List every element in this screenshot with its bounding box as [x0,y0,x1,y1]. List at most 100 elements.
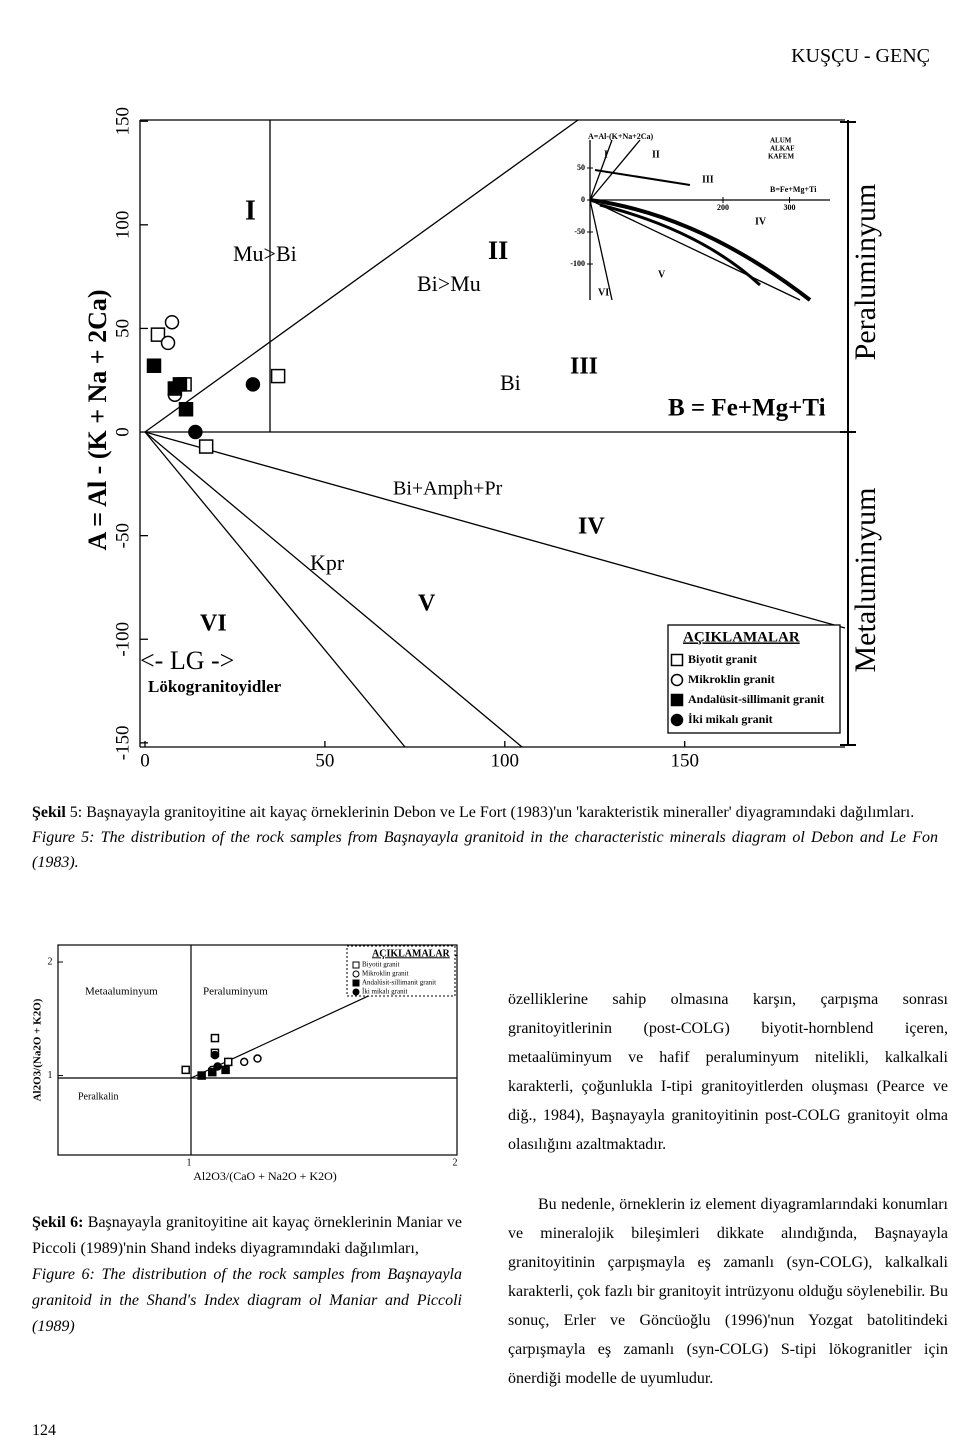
legend-box [346,945,456,997]
inset-x-tick-label: 200 [717,203,729,212]
region-label: I [245,195,256,226]
inset-y-tick-label: -50 [574,227,585,236]
point [188,424,203,440]
legend-marker [670,693,684,707]
caption-label: Şekil [32,804,66,821]
y-axis-label: A = Al - (K + Na + 2Ca) [83,289,112,550]
legend-title: AÇIKLAMALAR [372,948,451,959]
inset-label: KAFEM [768,153,794,161]
y-tick-label: -100 [112,622,133,657]
paragraph: Bu nedenle, örneklerin iz element diyagr… [508,1196,948,1387]
region-label: Bi [500,370,521,395]
inset-label: ALKAF [770,145,795,153]
point [164,314,180,330]
figure6-caption: Şekil 6: Başnayayla granitoyitine ait ka… [32,1210,462,1340]
point [239,1057,249,1067]
point [178,401,194,417]
inset-y-tick-label: 0 [581,195,585,204]
region-label: <- LG -> [140,646,234,675]
point [221,1065,230,1075]
legend-label: İki mikalı granit [362,988,408,996]
page-number: 124 [32,1422,56,1438]
y-tick-label: 2 [48,956,53,967]
region-label: V [418,591,436,617]
y-tick-label: -50 [112,523,133,548]
point [146,358,162,373]
point [210,1033,220,1043]
y-tick-label: 0 [112,427,133,437]
legend-label: Biyotit granit [362,961,400,969]
x-axis-label: Al2O3/(CaO + Na2O + K2O) [193,1169,337,1183]
caption-text: Başnayayla granitoyitine ait kayaç örnek… [86,804,915,821]
x-tick-label: 50 [315,750,334,771]
y-tick-label: 1 [48,1070,53,1081]
inset-x-tick-label: 300 [784,203,796,212]
region-label: B = Fe+Mg+Ti [668,395,826,422]
legend-marker [670,713,684,727]
paragraph: özelliklerine sahip olmasına karşın, çar… [508,991,948,1153]
x-tick-label: 0 [140,750,150,771]
legend-box [667,624,841,734]
region-label: Mu>Bi [233,241,297,266]
legend-label: Andalüsit-sillimanit granit [688,692,824,706]
inset-label: III [702,174,714,185]
running-title: KUŞÇU - GENÇ [791,45,930,67]
region-label: II [488,236,508,265]
region-label: Lökogranitoyidler [148,677,282,696]
figure5-lines [139,119,856,748]
point [210,1050,220,1060]
inset-label: IV [755,216,767,227]
legend-marker [670,653,684,667]
figure5-caption: Şekil 5: Başnayayla granitoyitine ait ka… [32,800,938,875]
inset-label: VI [598,287,609,298]
inset-y-tick-label: -100 [570,259,585,268]
point [223,1057,233,1067]
caption-english: Figure 5: The distribution of the rock s… [32,829,938,871]
point [253,1054,262,1063]
y-axis-label: Al2O3/(Na2O + K2O) [32,998,44,1101]
legend-label: Biyotit granit [688,652,757,666]
point [197,1071,206,1080]
point [198,439,214,454]
y-tick-label: 50 [112,319,133,338]
region-label: Bi+Amph+Pr [393,478,503,500]
inset-y-label: A=Al-(K+Na+2Ca) [588,132,654,141]
region-label: Peralkalin [78,1091,119,1102]
y-tick-label: -150 [112,725,133,760]
inset-x-label: B=Fe+Mg+Ti [770,185,817,194]
legend-marker [352,988,360,996]
point [150,327,166,342]
inset-label: I [604,149,608,160]
inset-label: ALUM [770,137,792,145]
inset-label: II [652,149,660,160]
point [160,335,176,351]
region-label: III [570,354,598,380]
legend-label: Andalüsit-sillimanit granit [362,979,436,987]
caption-number: 5: [69,804,83,821]
region-label: Kpr [310,550,345,575]
legend-marker [352,979,360,987]
region-label: Metaaluminyum [85,986,158,998]
point [270,368,286,384]
x-tick-label: 2 [453,1157,458,1168]
y-tick-label: 150 [112,107,133,136]
legend-marker [670,673,684,687]
point [181,1065,190,1075]
x-tick-label: 1 [187,1157,192,1168]
inset-y-tick-label: 50 [577,163,585,172]
caption-label: Şekil 6: [32,1214,84,1231]
x-tick-label: 150 [670,750,699,771]
region-label: VI [200,611,227,637]
point [208,1067,217,1077]
point [245,377,261,392]
legend-label: İki mikalı granit [688,712,773,726]
legend-label: Mikroklin granit [688,672,775,686]
region-label: IV [578,514,605,540]
inset-label: V [658,269,666,280]
region-label: Peraluminyum [203,986,268,998]
y-tick-label: 100 [112,211,133,240]
point [213,1062,222,1071]
side-label: Metaluminyum [849,488,882,673]
